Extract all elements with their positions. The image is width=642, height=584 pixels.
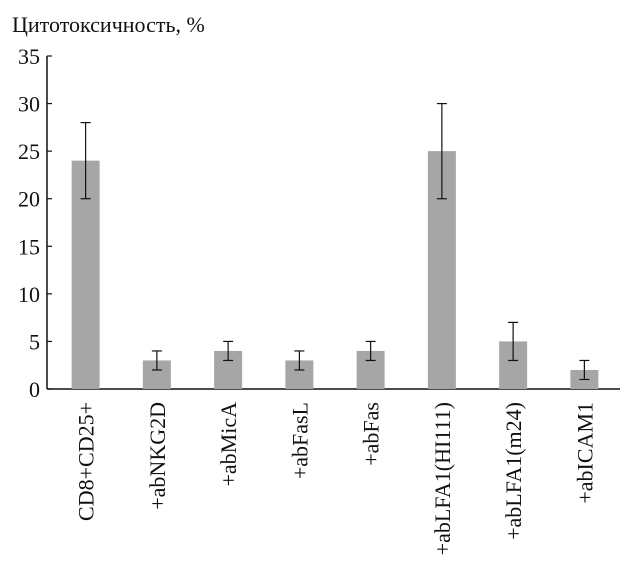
- x-tick-label: CD8+CD25+: [74, 402, 99, 521]
- error-bar: [80, 121, 91, 200]
- y-tick-label: 20: [18, 187, 40, 212]
- error-bar: [223, 340, 234, 362]
- error-bar: [579, 359, 590, 381]
- x-tick-label: +abLFA1(m24): [501, 402, 526, 540]
- axes: [46, 56, 620, 390]
- bars: [71, 151, 599, 389]
- x-tick-label: +abNKG2D: [145, 402, 170, 510]
- x-tick-label: +abICAM1: [572, 402, 597, 504]
- y-tick-label: 30: [18, 92, 40, 117]
- error-bar: [436, 102, 447, 200]
- y-tick-label: 15: [18, 234, 40, 259]
- error-bar: [508, 321, 519, 362]
- x-tick-label: +abFas: [359, 402, 384, 466]
- x-tick-labels: CD8+CD25+ +abNKG2D +abMicA +abFasL +abFas +ab…: [74, 402, 598, 555]
- error-bar: [365, 340, 376, 362]
- y-tick-label: 25: [18, 139, 40, 164]
- y-tick-label: 35: [18, 44, 40, 69]
- y-axis-label: Цитотоксичность, %: [12, 12, 205, 37]
- x-tick-label: +abFasL: [287, 402, 312, 479]
- x-tick-label: +abMicA: [216, 402, 241, 487]
- y-tick-label: 0: [29, 377, 40, 402]
- x-tick-label: +abLFA1(HI111): [430, 402, 455, 555]
- y-ticks: 0 5 10 15 20 25 30 35: [18, 44, 52, 402]
- error-bar: [151, 350, 162, 371]
- error-bars: [80, 102, 590, 381]
- y-tick-label: 10: [18, 282, 40, 307]
- error-bar: [294, 350, 305, 371]
- y-tick-label: 5: [29, 329, 40, 354]
